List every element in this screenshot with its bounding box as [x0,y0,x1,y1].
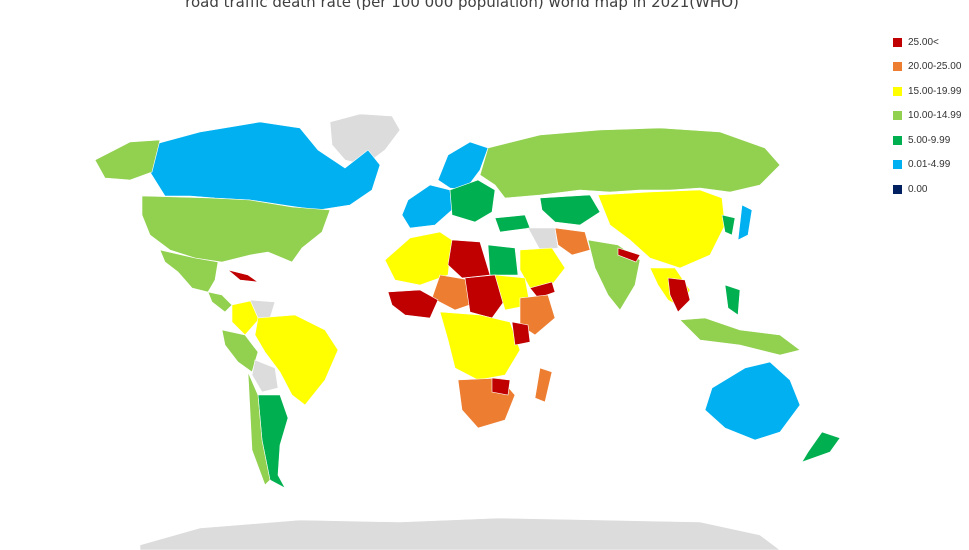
region-middle-east[interactable] [527,227,559,251]
legend-label: 0.01-4.99 [908,159,951,171]
region-chad-sudan[interactable] [464,274,506,319]
region-china[interactable] [597,189,726,269]
region-united-states[interactable] [141,195,331,263]
legend-item[interactable]: 5.00-9.99 [893,128,961,153]
legend-item[interactable]: 0.01-4.99 [893,153,961,178]
region-nepal[interactable] [617,247,641,263]
region-egypt[interactable] [487,244,519,276]
region-madagascar[interactable] [534,367,553,403]
region-new-zealand[interactable] [801,431,841,463]
region-western-europe[interactable] [401,184,453,229]
region-eastern-europe[interactable] [449,179,496,223]
region-bolivia[interactable] [251,359,279,393]
region-antarctica[interactable] [139,517,781,550]
region-canada[interactable] [149,121,381,211]
region-central-asia[interactable] [539,194,601,226]
region-alaska[interactable] [94,139,161,181]
region-thailand[interactable] [667,277,691,313]
region-japan[interactable] [737,204,753,241]
legend-swatch [893,62,902,72]
region-zimbabwe[interactable] [491,377,511,396]
legend-swatch [893,86,902,96]
region-russia[interactable] [479,127,781,199]
legend-item[interactable]: 20.00-25.00 [893,55,961,80]
legend-label: 0.00 [908,183,928,195]
region-turkey[interactable] [494,214,531,233]
region-australia[interactable] [704,361,801,441]
region-greenland[interactable] [329,113,401,166]
region-yemen[interactable] [529,281,556,299]
region-scandinavia[interactable] [437,141,489,191]
legend-label: 5.00-9.99 [908,134,951,146]
legend-label: 25.00< [908,36,939,48]
legend-swatch [893,184,902,194]
map-title: road traffic death rate (per 100 000 pop… [185,0,739,11]
region-korea[interactable] [721,214,736,236]
legend-label: 20.00-25.00 [908,61,962,73]
region-peru[interactable] [221,329,259,373]
region-iran[interactable] [554,227,591,256]
region-central-america[interactable] [207,291,233,313]
legend: 25.00< 20.00-25.00 15.00-19.99 10.00-14.99 5… [893,30,961,202]
region-india[interactable] [587,239,641,311]
legend-label: 15.00-19.99 [908,85,962,97]
region-ethiopia[interactable] [519,294,556,336]
region-philippines[interactable] [724,284,741,316]
legend-item[interactable]: 15.00-19.99 [893,79,961,104]
region-brazil[interactable] [254,314,339,406]
region-indonesia[interactable] [679,317,801,356]
legend-swatch [893,37,902,47]
legend-swatch [893,135,902,145]
region-kenya[interactable] [511,321,531,346]
legend-label: 10.00-14.99 [908,110,962,122]
legend-item[interactable]: 10.00-14.99 [893,104,961,129]
legend-swatch [893,111,902,121]
region-arabia[interactable] [519,247,566,291]
legend-item[interactable]: 25.00< [893,30,961,55]
region-central-africa[interactable] [439,311,521,381]
legend-swatch [893,160,902,170]
region-west-africa[interactable] [387,289,439,319]
legend-item[interactable]: 0.00 [893,177,961,202]
region-cuba[interactable] [227,269,259,283]
region-libya[interactable] [447,239,491,279]
region-chile[interactable] [247,371,271,486]
